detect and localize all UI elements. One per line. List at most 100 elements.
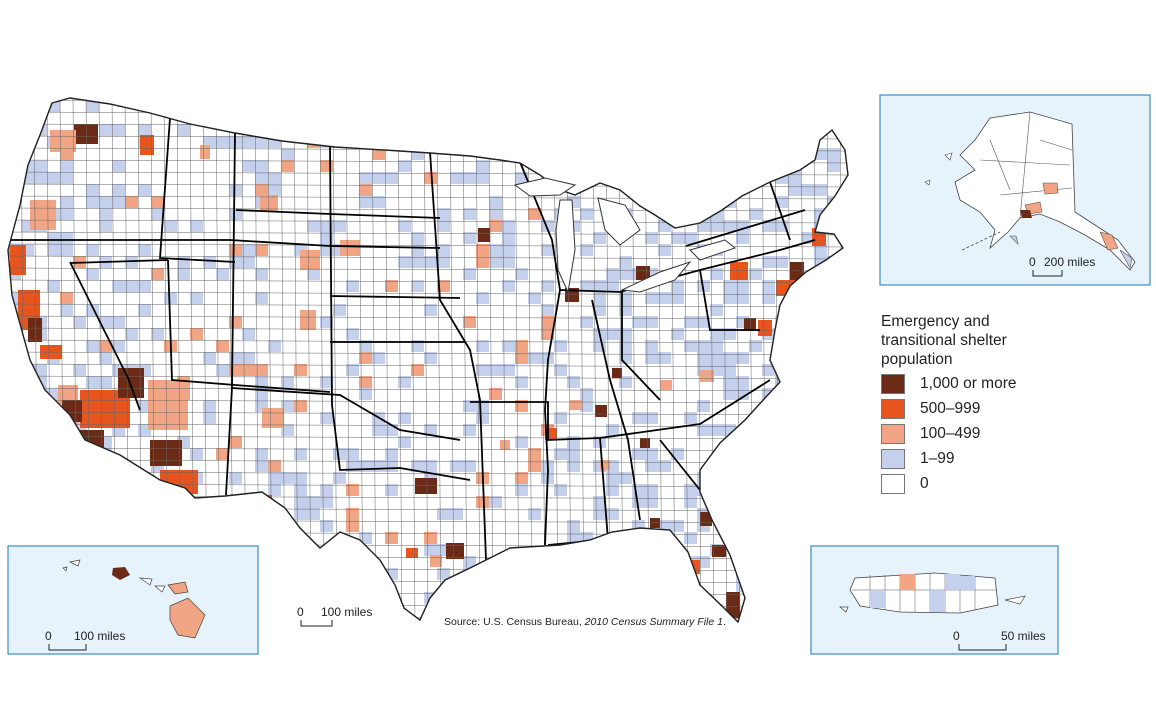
county-1-99 bbox=[255, 496, 268, 508]
county-1-99 bbox=[671, 232, 684, 244]
county-1-99 bbox=[320, 412, 333, 424]
county-100-499 bbox=[307, 136, 320, 148]
legend-label: 100–499 bbox=[920, 425, 981, 442]
county-1-99 bbox=[671, 448, 684, 460]
county-1-99 bbox=[762, 532, 775, 544]
county-1-99 bbox=[710, 328, 723, 340]
county-1-99 bbox=[463, 208, 476, 220]
county-1-99 bbox=[255, 112, 268, 124]
county-1-99 bbox=[47, 172, 60, 184]
county-1-99 bbox=[840, 268, 848, 280]
county-1-99 bbox=[398, 160, 411, 172]
county-1-99 bbox=[333, 304, 346, 316]
legend-label: 0 bbox=[920, 475, 929, 492]
county-1-99 bbox=[697, 400, 710, 412]
county-1-99 bbox=[736, 232, 749, 244]
county-1-99 bbox=[21, 364, 34, 376]
county-100-499 bbox=[476, 244, 489, 256]
county-1-99 bbox=[398, 376, 411, 388]
county-1-99 bbox=[801, 460, 814, 472]
county-1-99 bbox=[593, 148, 606, 160]
county-100-499 bbox=[411, 364, 424, 376]
county-1-99 bbox=[8, 124, 21, 136]
county-1-99 bbox=[840, 124, 848, 136]
county-1-99 bbox=[762, 364, 775, 376]
county-100-499 bbox=[489, 388, 502, 400]
county-1-99 bbox=[60, 232, 73, 244]
county-1-99 bbox=[710, 148, 723, 160]
county-1-99 bbox=[684, 412, 697, 424]
county-1-99 bbox=[333, 472, 346, 484]
county-1-99 bbox=[801, 436, 814, 448]
county-1-99 bbox=[827, 208, 840, 220]
county-1-99 bbox=[840, 508, 848, 520]
county-1-99 bbox=[684, 496, 697, 508]
county-1-99 bbox=[814, 340, 827, 352]
county-1-99 bbox=[645, 316, 658, 328]
county-1-99 bbox=[359, 172, 372, 184]
county-100-499 bbox=[125, 196, 138, 208]
county-1-99 bbox=[749, 148, 762, 160]
county-1-99 bbox=[229, 256, 242, 268]
county-1-99 bbox=[294, 508, 307, 520]
county-1-99 bbox=[762, 256, 775, 268]
county-1-99 bbox=[294, 544, 307, 556]
county-1-99 bbox=[307, 268, 320, 280]
county-1-99 bbox=[801, 424, 814, 436]
county-100-499 bbox=[281, 160, 294, 172]
county-1-99 bbox=[658, 172, 671, 184]
county-100-499 bbox=[294, 364, 307, 376]
county-1-99 bbox=[775, 484, 788, 496]
county-1-99 bbox=[567, 100, 580, 112]
county-1-99 bbox=[567, 448, 580, 460]
county-1-99 bbox=[606, 160, 619, 172]
county-1-99 bbox=[827, 112, 840, 124]
county-1-99 bbox=[437, 568, 450, 580]
county-100-499 bbox=[346, 484, 359, 496]
county-1-99 bbox=[333, 220, 346, 232]
county-1-99 bbox=[138, 244, 151, 256]
county-1-99 bbox=[60, 196, 73, 208]
county-1-99 bbox=[112, 160, 125, 172]
county-500-999 bbox=[812, 228, 826, 246]
county-1-99 bbox=[749, 580, 762, 592]
county-100-499 bbox=[151, 268, 164, 280]
county-1-99 bbox=[723, 292, 736, 304]
county-1-99 bbox=[684, 208, 697, 220]
county-100-499 bbox=[255, 244, 268, 256]
county-1-99 bbox=[788, 184, 801, 196]
county-1000-plus bbox=[150, 440, 182, 466]
county-1-99 bbox=[476, 364, 489, 376]
county-1-99 bbox=[567, 376, 580, 388]
county-1-99 bbox=[151, 328, 164, 340]
county-1-99 bbox=[112, 280, 125, 292]
county-1-99 bbox=[840, 472, 848, 484]
county-100-499 bbox=[255, 364, 268, 376]
county-1-99 bbox=[307, 508, 320, 520]
county-1-99 bbox=[762, 160, 775, 172]
county-1-99 bbox=[346, 112, 359, 124]
main-scale-bar: 0 100 miles bbox=[297, 605, 372, 627]
county-1-99 bbox=[112, 340, 125, 352]
county-1-99 bbox=[567, 124, 580, 136]
county-1-99 bbox=[762, 496, 775, 508]
county-1-99 bbox=[489, 196, 502, 208]
county-1-99 bbox=[840, 112, 848, 124]
hawaii-scale-zero: 0 bbox=[45, 629, 52, 643]
county-1-99 bbox=[788, 364, 801, 376]
source-title: 2010 Census Summary File 1 bbox=[584, 616, 723, 628]
county-1-99 bbox=[502, 256, 515, 268]
county-1-99 bbox=[658, 244, 671, 256]
county-1-99 bbox=[606, 544, 619, 556]
county-1-99 bbox=[619, 304, 632, 316]
county-1-99 bbox=[814, 400, 827, 412]
legend-item-1000-plus: 1,000 or more bbox=[881, 373, 1017, 395]
county-1-99 bbox=[138, 424, 151, 436]
county-1-99 bbox=[125, 496, 138, 508]
county-1-99 bbox=[801, 280, 814, 292]
county-1-99 bbox=[697, 352, 710, 364]
county-1-99 bbox=[476, 172, 489, 184]
county-1-99 bbox=[697, 148, 710, 160]
county-1-99 bbox=[632, 520, 645, 532]
county-1-99 bbox=[736, 136, 749, 148]
